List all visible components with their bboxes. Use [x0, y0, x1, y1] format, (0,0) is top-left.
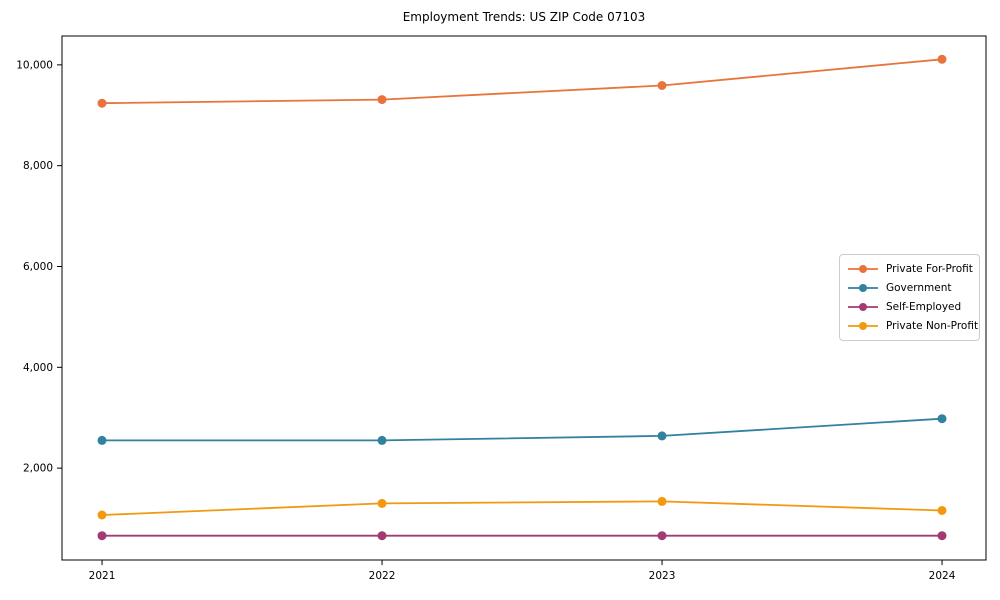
y-tick-label: 4,000 — [23, 362, 53, 374]
x-tick-label: 2022 — [369, 570, 396, 582]
series-line-government — [102, 417, 943, 442]
legend-line-marker-icon — [848, 321, 878, 330]
legend-marker-dot — [859, 265, 867, 274]
data-point-private-non-profit — [377, 498, 387, 508]
data-point-private-for-profit — [377, 95, 387, 105]
legend-item-government: Government — [848, 279, 971, 298]
legend-label-self-employed: Self-Employed — [886, 300, 962, 313]
legend-line-marker-icon — [848, 265, 878, 274]
chart-title: Employment Trends: US ZIP Code 07103 — [402, 10, 646, 24]
y-tick-label: 8,000 — [23, 160, 53, 172]
data-point-self-employed — [937, 531, 947, 541]
data-point-private-non-profit — [937, 506, 947, 515]
legend-marker-dot — [859, 321, 867, 330]
data-point-self-employed — [657, 531, 667, 541]
data-point-private-non-profit — [97, 510, 107, 520]
data-point-private-non-profit — [657, 496, 667, 506]
data-point-self-employed — [97, 531, 107, 541]
legend-marker-dot — [859, 302, 867, 311]
x-tick-label: 2024 — [929, 570, 956, 582]
legend-label-private-non-profit: Private Non-Profit — [886, 319, 979, 332]
axis-frame — [61, 35, 987, 561]
data-point-private-for-profit — [97, 98, 107, 108]
y-tick-label: 10,000 — [16, 59, 53, 71]
legend-item-private-non-profit: Private Non-Profit — [848, 316, 978, 335]
data-point-private-for-profit — [657, 81, 667, 90]
data-point-government — [97, 435, 107, 445]
data-point-government — [377, 435, 387, 445]
data-point-government — [657, 431, 667, 441]
legend: Private For-Profit Government Self-Employe… — [839, 254, 980, 341]
data-point-government — [937, 414, 947, 424]
legend-line-marker-icon — [848, 302, 878, 311]
legend-label-private-for-profit: Private For-Profit — [886, 263, 973, 276]
legend-item-private-for-profit: Private For-Profit — [848, 260, 973, 279]
x-tick-label: 2021 — [89, 570, 116, 582]
legend-label-government: Government — [886, 282, 952, 295]
legend-marker-dot — [859, 284, 867, 293]
series-line-private-for-profit — [101, 58, 943, 105]
legend-item-self-employed: Self-Employed — [848, 298, 971, 317]
y-tick-label: 6,000 — [23, 261, 53, 273]
y-tick-label: 2,000 — [23, 463, 53, 475]
x-tick-label: 2023 — [649, 570, 676, 582]
data-point-private-for-profit — [937, 54, 947, 64]
series-line-private-non-profit — [101, 500, 943, 516]
legend-line-marker-icon — [848, 284, 878, 293]
data-point-self-employed — [377, 531, 387, 541]
